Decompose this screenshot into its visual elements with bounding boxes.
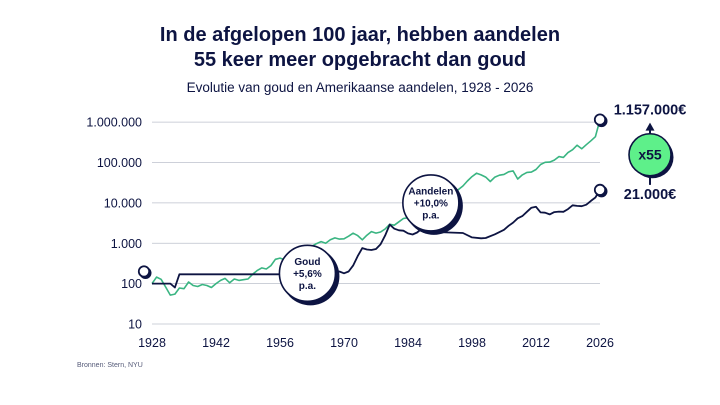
y-tick-label: 100: [121, 277, 142, 291]
end-label-stocks: 1.157.000€: [614, 103, 687, 119]
grid: [152, 121, 600, 325]
x-tick-label: 1984: [394, 336, 422, 350]
title-line-1: In de afgelopen 100 jaar, hebben aandele…: [160, 24, 560, 46]
bubble-text-line: p.a.: [422, 210, 439, 221]
x-tick-label: 1928: [138, 336, 166, 350]
y-tick-label: 1.000.000: [86, 116, 142, 130]
y-tick-label: 1.000: [111, 237, 142, 251]
y-tick-label: 10: [128, 318, 142, 332]
x-tick-label: 1942: [202, 336, 230, 350]
start-marker: [137, 265, 152, 279]
x-tick-label: 1956: [266, 336, 294, 350]
title-line-2: 55 keer meer opgebracht dan goud: [194, 49, 526, 71]
marker-ring: [593, 113, 607, 126]
end-marker-gold: [593, 183, 608, 198]
series: [151, 119, 601, 296]
x-tick-label: 2012: [522, 336, 550, 350]
multiplier-badge: x55: [628, 132, 674, 179]
end-label-gold: 21.000€: [624, 187, 676, 203]
marker-ring: [137, 265, 151, 278]
bubble-text-line: +5,6%: [293, 269, 322, 280]
multiplier-circle: [628, 132, 672, 177]
subtitle: Evolutie van goud en Amerikaanse aandele…: [187, 80, 534, 95]
bubble-text-line: p.a.: [299, 281, 316, 292]
annotation-bubble: Aandelen+10,0%p.a.: [402, 174, 463, 235]
series-line-stocks: [151, 119, 601, 296]
bubble-circle: [278, 244, 337, 303]
bubble-circle: [402, 174, 460, 232]
end-labels: 1.157.000€ 21.000€ x55: [614, 103, 687, 203]
x-tick-label: 1970: [330, 336, 358, 350]
y-tick-label: 100.000: [97, 156, 142, 170]
annotations: Aandelen+10,0%p.a.Goud+5,6%p.a.: [278, 174, 463, 306]
y-tick-label: 10.000: [104, 196, 142, 210]
source-note: Bronnen: Stern, NYU: [77, 362, 143, 369]
x-tick-label: 1998: [458, 336, 486, 350]
markers: [137, 113, 608, 279]
chart-title: In de afgelopen 100 jaar, hebben aandele…: [160, 24, 560, 71]
series-line-gold: [152, 189, 601, 289]
annotation-bubble: Goud+5,6%p.a.: [278, 244, 340, 306]
x-axis: 1928 1942 1956 1970 1984 1998 2012 2026: [138, 336, 614, 350]
bubble-text-line: +10,0%: [414, 198, 448, 209]
y-axis: 10 100 1.000 10.000 100.000 1.000.000: [86, 116, 142, 332]
multiplier-label: x55: [638, 147, 662, 163]
bubble-text-line: Goud: [294, 257, 320, 268]
x-tick-label: 2026: [586, 336, 614, 350]
bubble-text-line: Aandelen: [408, 186, 453, 197]
arrow-head: [645, 122, 655, 131]
marker-ring: [593, 183, 607, 196]
end-marker-stocks: [593, 113, 608, 128]
